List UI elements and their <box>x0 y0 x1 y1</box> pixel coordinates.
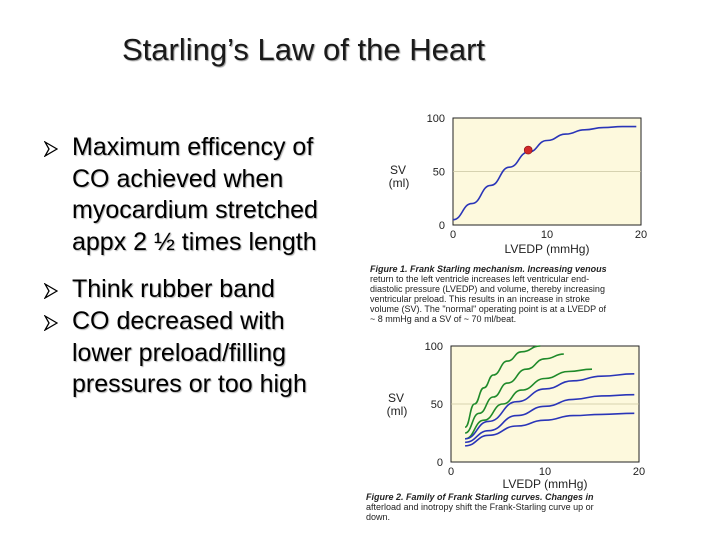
series-line <box>464 345 541 428</box>
caption-line: Figure 1. Frank Starling mechanism. Incr… <box>370 264 607 274</box>
bullet-line: pressures or too high <box>72 370 307 398</box>
axis-ticks: 0 50 100 0 10 20 <box>427 113 647 241</box>
figure-2-caption: Figure 2. Family of Frank Starling curve… <box>366 492 594 522</box>
y-axis-label: SV <box>390 163 406 177</box>
caption-line: ventricular preload. This results in an … <box>370 294 590 304</box>
series-line <box>452 125 637 221</box>
x-tick-label: 10 <box>541 229 553 241</box>
bullet-line: CO decreased with <box>72 307 285 335</box>
y-axis-label-unit: (ml) <box>389 176 410 190</box>
arrow-bullet-icon <box>44 141 58 157</box>
x-tick-label: 10 <box>539 466 551 478</box>
y-axis-label-unit: (ml) <box>387 404 408 418</box>
x-axis-label: LVEDP (mmHg) <box>505 242 590 256</box>
bullet-line: appx 2 ½ times length <box>72 227 317 256</box>
x-tick-label: 0 <box>450 229 456 241</box>
y-tick-label: 0 <box>439 220 445 232</box>
series-line <box>464 373 635 440</box>
figure-1-caption: Figure 1. Frank Starling mechanism. Incr… <box>370 264 607 324</box>
bullet-line: lower preload/filling <box>72 338 287 367</box>
caption-line: return to the left ventricle increases l… <box>370 274 589 284</box>
caption-line: diastolic pressure (LVEDP) and volume, t… <box>370 284 605 294</box>
y-tick-label: 100 <box>427 113 445 125</box>
slide-title: Starling’s Law of the Heart <box>122 32 486 67</box>
y-tick-label: 50 <box>433 167 445 179</box>
x-tick-label: 20 <box>633 466 645 478</box>
y-tick-label: 50 <box>431 399 443 411</box>
arrow-bullet-icon <box>44 283 58 299</box>
y-tick-label: 0 <box>437 457 443 469</box>
x-tick-label: 20 <box>635 229 647 241</box>
caption-line: afterload and inotropy shift the Frank-S… <box>366 502 594 512</box>
series-group <box>452 125 637 221</box>
series-line <box>465 393 635 444</box>
x-axis-label: LVEDP (mmHg) <box>503 477 588 491</box>
series-line <box>464 368 593 440</box>
caption-line: volume (SV). The "normal" operating poin… <box>370 304 607 314</box>
series-line <box>464 353 564 434</box>
y-tick-label: 100 <box>425 341 443 353</box>
bullet-line: Think rubber band <box>72 275 275 303</box>
x-tick-label: 0 <box>448 466 454 478</box>
bullet-line: CO achieved when <box>72 164 284 193</box>
arrow-bullet-icon <box>44 315 58 331</box>
bullet-line: Maximum efficency of <box>72 133 314 161</box>
caption-line: down. <box>366 512 390 522</box>
series-group <box>464 345 635 447</box>
bullet-line: myocardium stretched <box>72 196 318 224</box>
axis-ticks: 0 50 100 0 10 20 <box>425 341 645 478</box>
caption-line: Figure 2. Family of Frank Starling curve… <box>366 492 594 502</box>
y-axis-label: SV <box>388 391 404 405</box>
caption-line: ~ 8 mmHg and a SV of ~ 70 ml/beat. <box>370 314 516 324</box>
operating-point-marker <box>523 145 533 155</box>
series-line <box>465 412 635 447</box>
